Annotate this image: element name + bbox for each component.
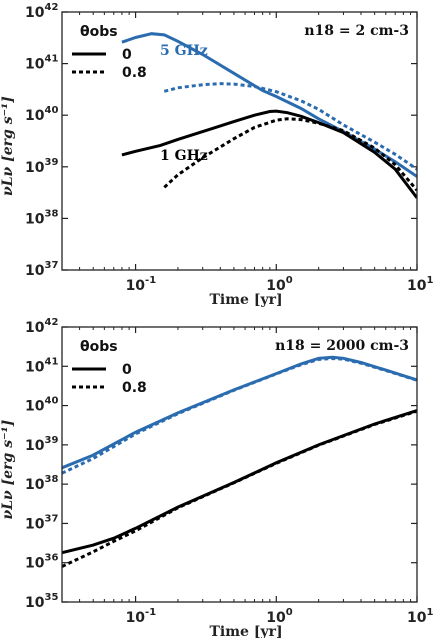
x-axis-label: Time [yr]: [210, 292, 283, 308]
series-line-5ghz-theta-0: [62, 355, 417, 470]
y-tick-label: 1035: [25, 592, 58, 611]
x-tick-label: 100: [266, 275, 292, 294]
x-tick-label: 101: [407, 607, 433, 626]
y-tick-label: 1041: [25, 356, 58, 375]
y-tick-label: 1040: [25, 396, 58, 415]
series-label: 5 GHz: [160, 43, 208, 59]
y-tick-label: 1040: [25, 105, 58, 124]
chart-panel-1: 10-1 100 101 1037 1038 1039 1040 1041 1042 Time […: [0, 2, 433, 308]
legend-entry-label: 0: [122, 362, 132, 378]
legend-title: θobs: [80, 24, 118, 40]
x-tick-label: 100: [266, 607, 292, 626]
y-tick-label: 1039: [25, 157, 58, 176]
legend-title: θobs: [80, 339, 118, 355]
y-tick-label: 1039: [25, 435, 58, 454]
y-tick-label: 1038: [25, 208, 58, 227]
y-tick-label: 1042: [25, 2, 58, 21]
series-line-1ghz-theta-0: [62, 409, 417, 555]
series-line-1ghz-theta-0p8: [62, 409, 417, 568]
chart-panel-2: 10-1 100 101 1035 1036 1037 1038 1039 1040 1041 10…: [0, 317, 433, 638]
plot-frame: [61, 11, 418, 271]
series-line-5ghz-theta-0p8: [163, 82, 417, 171]
legend-entry-label: 0.8: [122, 380, 147, 396]
y-tick-label: 1037: [25, 260, 58, 279]
y-axis-label: νLν [erg s⁻¹]: [0, 96, 16, 196]
density-annotation: n18 = 2 cm-3: [304, 23, 409, 39]
density-annotation: n18 = 2000 cm-3: [275, 338, 409, 354]
legend-entry-label: 0: [122, 47, 132, 63]
y-tick-label: 1038: [25, 474, 58, 493]
x-tick-label: 101: [407, 275, 433, 294]
series-line-5ghz-theta-0p8: [62, 356, 417, 475]
y-tick-label: 1037: [25, 513, 58, 532]
plot-frame: [61, 326, 418, 603]
y-tick-label: 1042: [25, 317, 58, 336]
y-tick-label: 1041: [25, 54, 58, 73]
y-tick-label: 1036: [25, 553, 58, 572]
x-axis-label: Time [yr]: [210, 624, 283, 638]
series-line-1ghz-theta-0p8: [163, 117, 417, 192]
x-tick-label: 10-1: [126, 607, 157, 626]
y-axis-label: νLν [erg s⁻¹]: [0, 419, 16, 519]
x-tick-label: 10-1: [126, 275, 157, 294]
legend-entry-label: 0.8: [122, 65, 147, 81]
series-line-1ghz-theta-0: [121, 109, 417, 199]
series-label: 1 GHz: [160, 148, 208, 164]
